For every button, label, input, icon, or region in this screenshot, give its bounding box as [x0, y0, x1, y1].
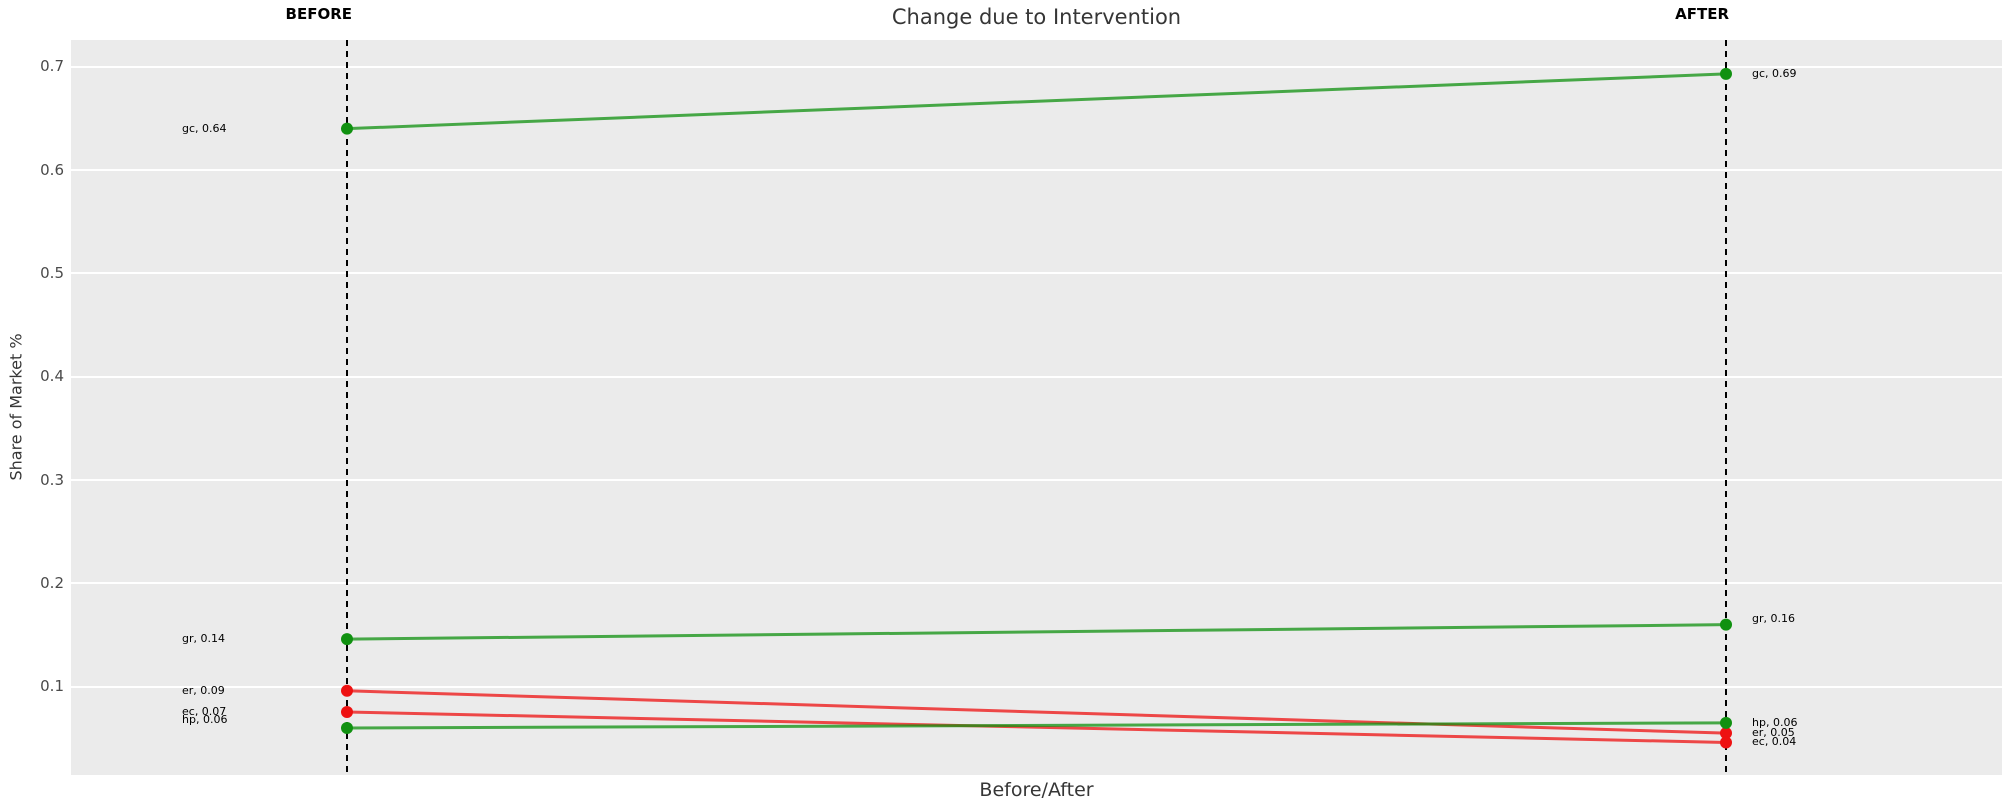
annotation-hp-after: hp, 0.06: [1752, 715, 1798, 729]
y-tick-label: 0.2: [40, 573, 64, 592]
y-tick-label: 0.6: [40, 160, 64, 179]
gridline-0.1: [71, 685, 2002, 688]
y-tick-label: 0.7: [40, 57, 64, 76]
data-point-gr-before: [341, 633, 353, 646]
plot-area: [71, 40, 2002, 775]
gridline-0.6: [71, 169, 2002, 171]
data-point-hp-after: [1720, 716, 1732, 729]
chart-title: Change due to Intervention: [891, 5, 1182, 29]
annotation-hp-before: hp, 0.06: [182, 713, 228, 726]
gridline-0.7: [71, 65, 2002, 68]
gridline-0.3: [71, 479, 2002, 481]
data-point-hp-before: [341, 722, 353, 734]
y-axis-title: Share of Market %: [6, 333, 26, 481]
y-tick-label: 0.3: [40, 470, 64, 489]
series-line-ec: [346, 710, 1727, 744]
annotation-er-before: er, 0.09: [182, 683, 225, 697]
y-tick-label: 0.5: [40, 263, 64, 282]
series-line-hp: [346, 721, 1727, 730]
y-tick-label: 0.1: [40, 677, 64, 696]
annotation-gc-before: gc, 0.64: [182, 121, 227, 135]
data-point-gc-after: [1720, 67, 1732, 80]
annotation-ec-before: ec, 0.07: [182, 704, 227, 718]
annotation-er-after: er, 0.05: [1752, 726, 1795, 740]
y-tick-label: 0.4: [40, 367, 64, 386]
annotation-ec-after: ec, 0.04: [1752, 735, 1797, 749]
annotation-gc-after: gc, 0.69: [1752, 66, 1797, 80]
data-point-er-before: [341, 684, 353, 697]
x-tick-after: AFTER: [1675, 5, 1729, 23]
gridline-0.5: [71, 272, 2002, 275]
data-point-ec-before: [341, 705, 353, 718]
series-line-er: [346, 689, 1727, 735]
gridline-0.2: [71, 582, 2002, 585]
series-plot: [341, 40, 1732, 775]
series-line-gc: [346, 72, 1727, 131]
x-axis-title: Before/After: [979, 779, 1094, 801]
data-point-er-after: [1720, 727, 1732, 740]
data-point-gc-before: [341, 122, 353, 135]
series-line-gr: [346, 623, 1727, 641]
data-point-ec-after: [1720, 736, 1732, 749]
data-point-gr-after: [1720, 618, 1732, 631]
annotation-gr-after: gr, 0.16: [1752, 611, 1795, 625]
annotation-gr-before: gr, 0.14: [182, 632, 225, 646]
x-tick-before: BEFORE: [285, 5, 352, 23]
gridline-0.4: [71, 375, 2002, 378]
